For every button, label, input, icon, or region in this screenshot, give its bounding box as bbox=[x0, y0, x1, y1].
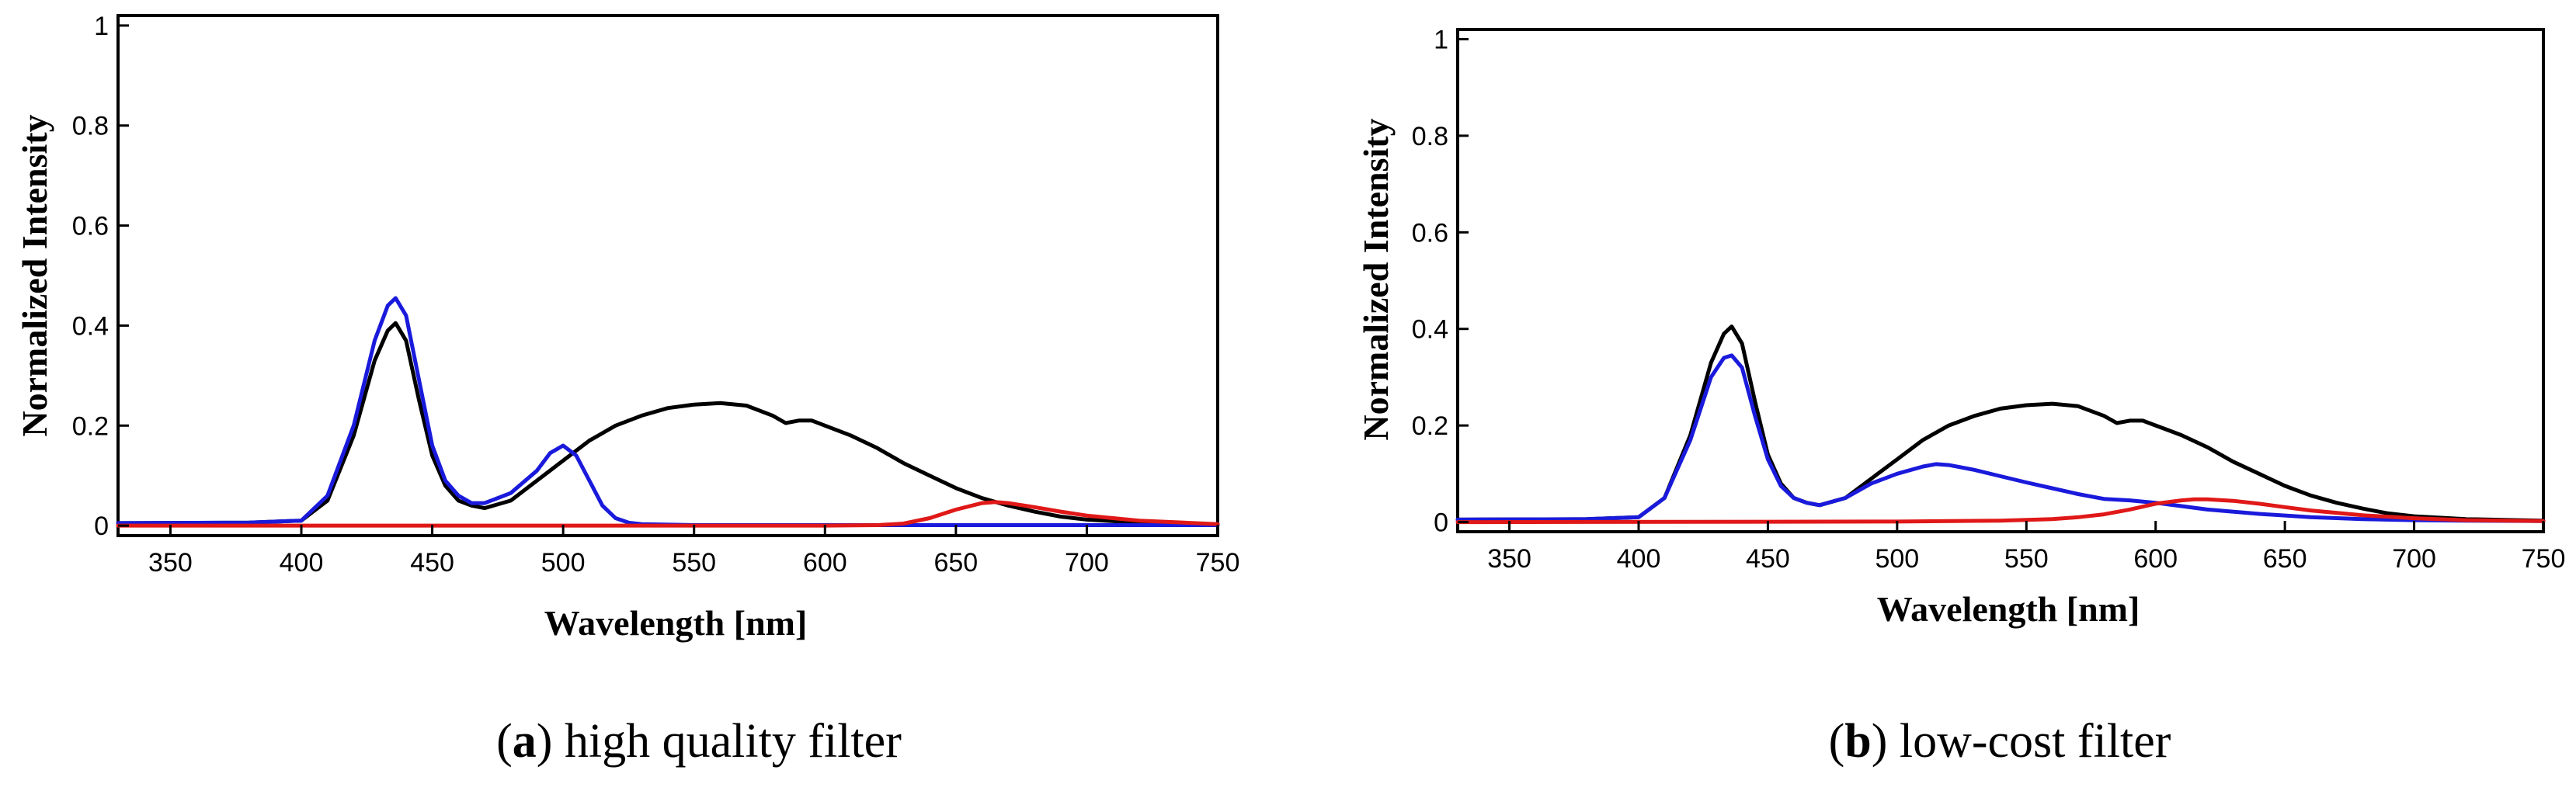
caption-text: high quality filter bbox=[565, 715, 902, 768]
x-tick-label: 650 bbox=[2263, 544, 2307, 574]
y-tick-label: 0.2 bbox=[72, 411, 109, 441]
caption-letter: a bbox=[513, 715, 537, 768]
y-axis-label: Normalized Intensity bbox=[15, 114, 54, 436]
y-tick-label: 0.8 bbox=[72, 112, 109, 141]
y-tick-label: 1 bbox=[94, 12, 109, 41]
caption-paren-open: ( bbox=[496, 715, 513, 768]
panel-caption: (a) high quality filter bbox=[496, 715, 902, 768]
x-tick-label: 550 bbox=[672, 548, 716, 578]
y-tick-label: 0.8 bbox=[1412, 122, 1448, 151]
x-tick-label: 500 bbox=[1875, 544, 1919, 574]
y-tick-label: 1 bbox=[1434, 25, 1448, 54]
panel-b-chart: 350 400 450 500 550 600 650 700 750 0 0.2 0.4 0.6 0.8… bbox=[1356, 25, 2565, 768]
x-tick-label: 450 bbox=[1746, 544, 1790, 574]
series-line-3 bbox=[1455, 497, 2546, 525]
panel-caption: (b) low-cost filter bbox=[1829, 715, 2171, 768]
caption-paren-open: ( bbox=[1829, 715, 1845, 768]
x-tick-label: 700 bbox=[2392, 544, 2436, 574]
series-line-2 bbox=[1455, 353, 2546, 523]
x-tick-label: 350 bbox=[148, 548, 193, 578]
caption-letter: b bbox=[1844, 715, 1871, 768]
x-tick-label: 700 bbox=[1065, 548, 1109, 578]
x-tick-label: 500 bbox=[541, 548, 586, 578]
y-tick-label: 0.4 bbox=[72, 311, 109, 341]
caption-paren-close: ) bbox=[1872, 715, 1900, 768]
x-axis-label: Wavelength [nm] bbox=[544, 603, 808, 643]
x-tick-label: 550 bbox=[2004, 544, 2049, 574]
x-tick-label: 750 bbox=[2522, 544, 2566, 574]
x-tick-label: 600 bbox=[2133, 544, 2178, 574]
caption-paren-close: ) bbox=[537, 715, 565, 768]
x-axis-label: Wavelength [nm] bbox=[1877, 589, 2140, 629]
series-line-3 bbox=[116, 500, 1220, 528]
y-tick-label: 0.4 bbox=[1412, 315, 1448, 345]
x-tick-label: 350 bbox=[1487, 544, 1531, 574]
panel-a-chart: 350 400 450 500 550 600 650 700 750 0 0.2 0.4 0.6 0.8… bbox=[15, 12, 1239, 768]
x-tick-label: 750 bbox=[1196, 548, 1240, 578]
y-tick-label: 0.6 bbox=[1412, 218, 1448, 248]
y-axis-label: Normalized Intensity bbox=[1356, 118, 1396, 440]
x-tick-label: 600 bbox=[803, 548, 847, 578]
y-tick-label: 0 bbox=[94, 512, 109, 541]
y-tick-label: 0.2 bbox=[1412, 411, 1448, 441]
y-tick-label: 0 bbox=[1434, 508, 1448, 538]
x-tick-label: 450 bbox=[410, 548, 454, 578]
x-tick-label: 650 bbox=[933, 548, 978, 578]
series-line-1 bbox=[1455, 324, 2546, 523]
series-line-1 bbox=[116, 321, 1220, 526]
caption-text: low-cost filter bbox=[1900, 715, 2171, 768]
y-tick-label: 0.6 bbox=[72, 212, 109, 241]
plot-frame bbox=[1456, 28, 2545, 533]
plot-frame bbox=[116, 14, 1219, 537]
x-tick-label: 400 bbox=[280, 548, 324, 578]
series-line-2 bbox=[116, 296, 1220, 527]
x-tick-label: 400 bbox=[1617, 544, 1661, 574]
